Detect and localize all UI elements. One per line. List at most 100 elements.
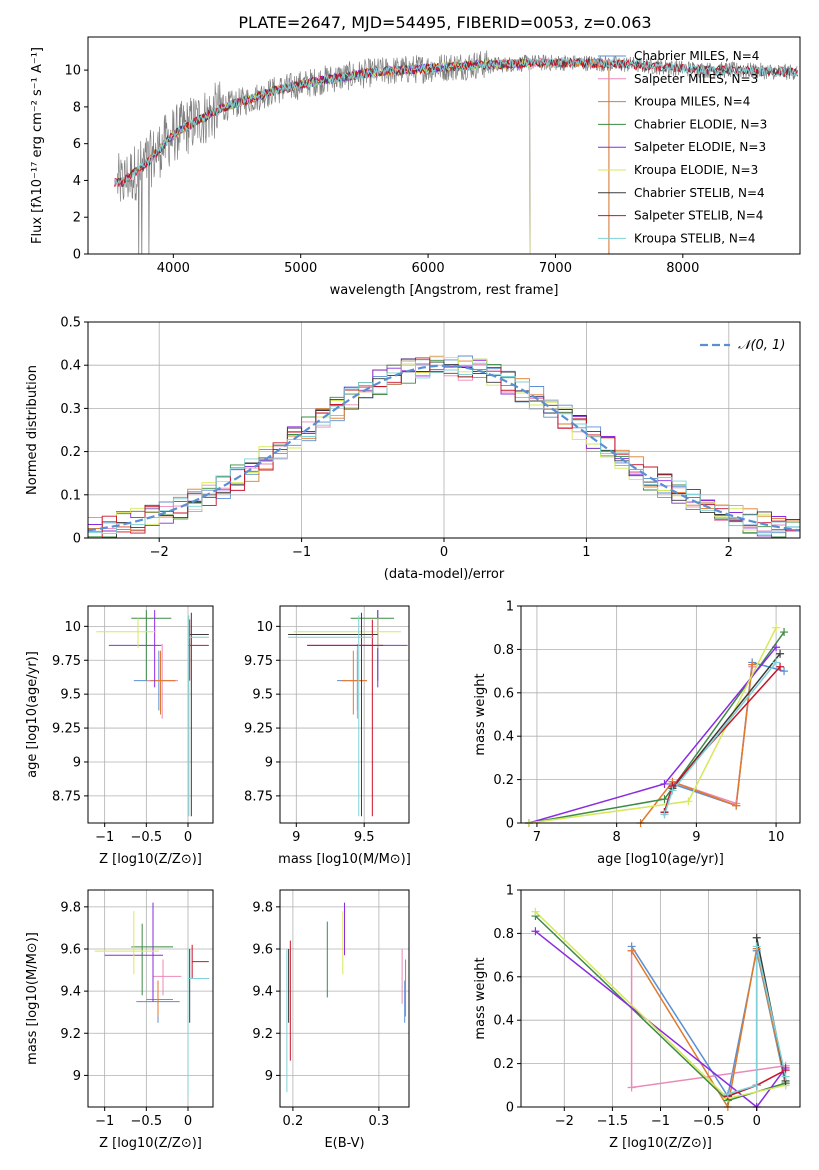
x-tick-label: 8000: [666, 261, 699, 276]
model-fit-8: [114, 56, 798, 185]
x-tick-label: 0: [753, 1114, 761, 1129]
weight-marker: [780, 628, 789, 637]
y-axis-label: Normed distribution: [25, 365, 40, 495]
legend-label: Kroupa ELODIE, N=3: [634, 163, 758, 177]
y-tick-label: 0.4: [60, 359, 81, 374]
model-fit-1: [114, 56, 610, 254]
x-axis-label: E(B-V): [324, 1136, 364, 1151]
histogram-6: [116, 361, 800, 538]
errorbar-point: [96, 618, 157, 649]
weight-marker: [684, 797, 693, 806]
plot-area: [286, 902, 407, 1093]
legend-label: Chabrier STELIB, N=4: [634, 186, 765, 200]
weight-marker: [776, 649, 785, 658]
legend-label: Kroupa MILES, N=4: [634, 95, 750, 109]
weight-marker: [668, 786, 677, 795]
x-axis-label: Z [log10(Z/Z⊙)]: [609, 1136, 712, 1151]
y-tick-label: 9.6: [252, 942, 273, 957]
y-tick-label: 0.4: [493, 730, 514, 745]
x-axis-label: (data-model)/error: [384, 567, 505, 582]
plot-area: [96, 610, 209, 817]
chart-weight-vs-Z: −2 −1.5 −1 −0.5 0 0 0.2 0.4 0.6 0.8 1 Z [log10(Z/Z⊙…: [473, 884, 801, 1151]
axes-frame: [279, 889, 410, 1108]
weight-marker: [627, 946, 636, 955]
y-tick-label: 9.75: [244, 654, 273, 669]
histogram-5: [101, 356, 800, 538]
y-tick-label: 2: [73, 211, 81, 226]
model-fit-5: [160, 58, 531, 254]
y-tick-label: 0: [506, 1101, 514, 1116]
x-axis-label: Z [log10(Z/Z⊙)]: [99, 1136, 202, 1151]
y-tick-label: 0: [73, 248, 81, 263]
legend: 𝒩(0, 1): [700, 338, 785, 353]
x-tick-label: 0: [184, 1114, 192, 1129]
weight-line-8: [727, 946, 787, 1095]
x-tick-label: 0.3: [369, 1114, 390, 1129]
x-tick-label: 7: [533, 830, 541, 845]
legend-label: Salpeter ELODIE, N=3: [634, 140, 766, 154]
x-tick-label: 8: [613, 830, 621, 845]
y-axis-label: mass weight: [473, 673, 488, 755]
x-axis-label: Z [log10(Z/Z⊙)]: [99, 852, 202, 867]
y-tick-label: 8.75: [52, 789, 81, 804]
y-tick-label: 0.2: [60, 445, 81, 460]
legend-label: Chabrier MILES, N=4: [634, 49, 759, 63]
weight-marker: [776, 662, 785, 671]
x-tick-label: −1: [651, 1114, 670, 1129]
weight-marker: [531, 907, 540, 916]
y-tick-label: 0.8: [493, 927, 514, 942]
y-tick-label: 9.5: [252, 688, 273, 703]
y-tick-label: 10: [64, 64, 81, 79]
y-tick-label: 4: [73, 174, 81, 189]
x-axis-label: wavelength [Angstrom, rest frame]: [330, 283, 559, 298]
y-tick-label: 1: [506, 600, 514, 615]
weight-line-2: [640, 664, 753, 823]
y-tick-label: 9.8: [252, 900, 273, 915]
errorbar-point: [288, 612, 378, 817]
model-fit-2: [114, 58, 610, 254]
y-tick-label: 8.75: [244, 789, 273, 804]
y-tick-label: 0: [506, 817, 514, 832]
errorbar-point: [288, 615, 374, 817]
x-tick-label: 4000: [157, 261, 190, 276]
errorbar-point: [189, 612, 209, 817]
x-tick-label: −1: [95, 1114, 114, 1129]
weight-marker: [660, 779, 669, 788]
legend: Chabrier MILES, N=4 Salpeter MILES, N=3 Kr…: [598, 49, 767, 245]
weight-marker: [772, 623, 781, 632]
weight-marker: [781, 1072, 790, 1081]
y-tick-label: 0.8: [493, 643, 514, 658]
y-tick-label: 0.4: [493, 1014, 514, 1029]
x-tick-label: 9.5: [354, 830, 375, 845]
x-tick-label: −1: [292, 545, 311, 560]
x-tick-label: −1: [95, 830, 114, 845]
axes-frame: [87, 889, 214, 1108]
y-tick-label: 6: [73, 137, 81, 152]
y-axis-label: mass [log10(M/M⊙)]: [25, 932, 40, 1065]
y-tick-label: 1: [506, 884, 514, 899]
weight-marker: [780, 667, 789, 676]
y-tick-label: 0.6: [493, 686, 514, 701]
weight-marker: [723, 1089, 732, 1098]
weight-marker: [660, 810, 669, 819]
errorbar-point: [188, 619, 209, 681]
errorbar-point: [146, 643, 178, 719]
model-fit-0: [114, 57, 610, 254]
errorbar-point: [307, 619, 384, 817]
y-tick-label: 9.6: [60, 942, 81, 957]
x-tick-label: −0.5: [693, 1114, 725, 1129]
plot-area: [94, 902, 209, 1097]
weight-marker: [732, 801, 741, 810]
x-tick-label: 9: [692, 830, 700, 845]
chart-residuals: 𝒩(0, 1) −2 −1 0 1 2 0 0.1 0.2 0.3 0.4 0.5 (data-mode…: [25, 316, 801, 582]
axes-frame: [87, 36, 801, 255]
weight-marker: [772, 643, 781, 652]
y-axis-label: mass weight: [473, 957, 488, 1039]
y-tick-label: 9.75: [52, 654, 81, 669]
weight-marker: [748, 660, 757, 669]
y-tick-label: 10: [64, 620, 81, 635]
weight-marker: [752, 942, 761, 951]
legend-label: Kroupa STELIB, N=4: [634, 231, 756, 245]
weight-line-1: [663, 666, 753, 815]
errorbar-point: [293, 618, 401, 649]
